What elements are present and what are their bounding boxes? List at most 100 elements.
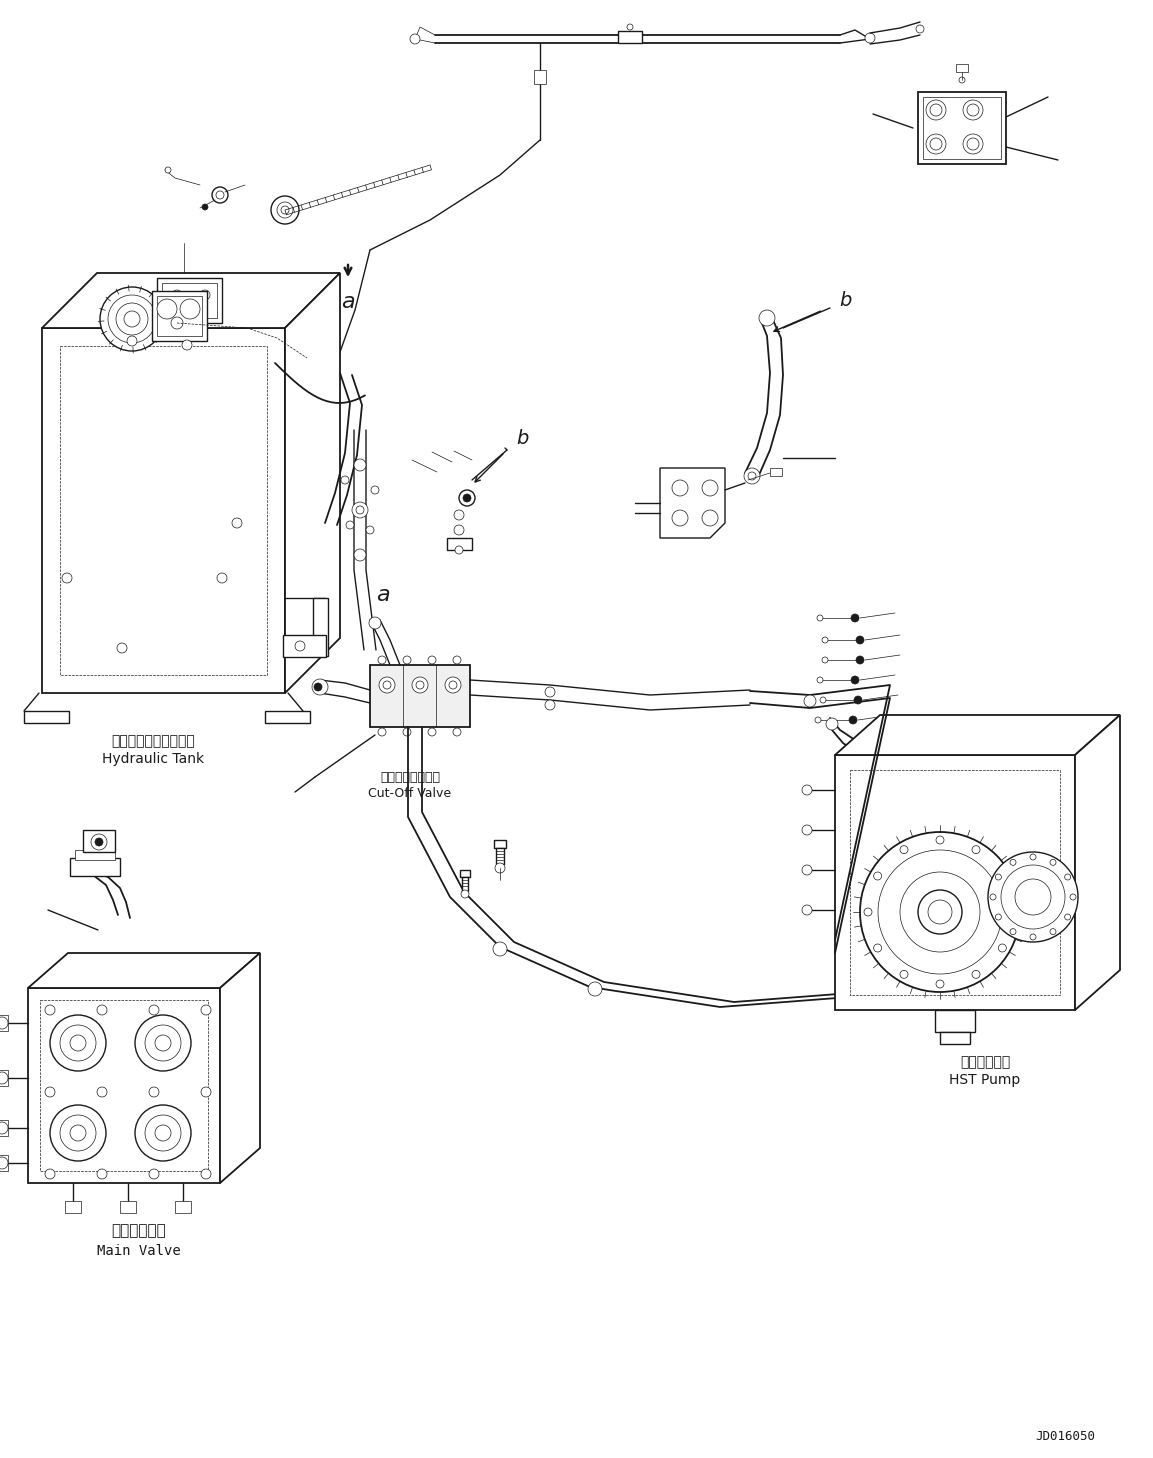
Circle shape bbox=[900, 971, 909, 978]
Bar bbox=[493, 840, 506, 849]
Circle shape bbox=[0, 1123, 8, 1134]
Circle shape bbox=[822, 658, 828, 663]
Circle shape bbox=[127, 335, 137, 346]
Circle shape bbox=[856, 636, 864, 644]
Circle shape bbox=[157, 299, 178, 319]
Circle shape bbox=[1064, 873, 1071, 881]
Circle shape bbox=[936, 835, 944, 844]
Circle shape bbox=[180, 299, 199, 319]
Circle shape bbox=[822, 637, 828, 643]
Circle shape bbox=[201, 1005, 211, 1015]
Circle shape bbox=[410, 34, 420, 44]
Circle shape bbox=[62, 573, 71, 583]
Circle shape bbox=[201, 1088, 211, 1096]
Circle shape bbox=[149, 1169, 159, 1180]
Circle shape bbox=[369, 617, 380, 628]
Bar bbox=[0, 1015, 8, 1031]
Circle shape bbox=[281, 206, 289, 214]
Circle shape bbox=[453, 728, 461, 736]
Text: a: a bbox=[376, 585, 390, 605]
Circle shape bbox=[998, 872, 1007, 881]
Circle shape bbox=[930, 104, 942, 117]
Circle shape bbox=[874, 943, 882, 952]
Text: Cut-Off Valve: Cut-Off Valve bbox=[369, 786, 452, 799]
Circle shape bbox=[802, 905, 812, 916]
Circle shape bbox=[445, 677, 461, 693]
Circle shape bbox=[95, 838, 103, 846]
Circle shape bbox=[45, 1088, 55, 1096]
Circle shape bbox=[702, 510, 718, 526]
Circle shape bbox=[990, 894, 996, 900]
Circle shape bbox=[1030, 854, 1037, 860]
Polygon shape bbox=[835, 714, 1120, 755]
Circle shape bbox=[379, 677, 395, 693]
Circle shape bbox=[972, 846, 980, 853]
Text: Hydraulic Tank: Hydraulic Tank bbox=[101, 752, 204, 765]
Circle shape bbox=[199, 290, 210, 300]
Circle shape bbox=[428, 656, 436, 663]
Bar bbox=[447, 538, 472, 550]
Bar bbox=[65, 1201, 81, 1213]
Circle shape bbox=[50, 1015, 106, 1072]
Circle shape bbox=[849, 716, 857, 725]
Circle shape bbox=[930, 139, 942, 150]
Circle shape bbox=[900, 872, 980, 952]
Circle shape bbox=[182, 340, 193, 350]
Bar bbox=[152, 292, 208, 341]
Bar bbox=[0, 1155, 8, 1171]
Circle shape bbox=[212, 187, 228, 203]
Circle shape bbox=[854, 695, 862, 704]
Polygon shape bbox=[28, 989, 220, 1182]
Circle shape bbox=[702, 480, 718, 496]
Circle shape bbox=[341, 475, 349, 484]
Circle shape bbox=[588, 983, 602, 996]
Circle shape bbox=[856, 656, 864, 663]
Circle shape bbox=[454, 525, 464, 535]
Circle shape bbox=[60, 1115, 96, 1150]
Bar bbox=[265, 712, 310, 723]
Text: HST Pump: HST Pump bbox=[949, 1073, 1020, 1088]
Circle shape bbox=[0, 1072, 8, 1083]
Circle shape bbox=[454, 510, 464, 521]
Circle shape bbox=[97, 1088, 107, 1096]
Circle shape bbox=[97, 1005, 107, 1015]
Circle shape bbox=[60, 1025, 96, 1061]
Circle shape bbox=[216, 191, 224, 198]
Circle shape bbox=[1008, 908, 1016, 916]
Circle shape bbox=[820, 697, 826, 703]
Circle shape bbox=[915, 25, 924, 34]
Circle shape bbox=[149, 1088, 159, 1096]
Circle shape bbox=[371, 486, 379, 494]
Circle shape bbox=[817, 677, 823, 682]
Circle shape bbox=[759, 311, 775, 327]
Circle shape bbox=[172, 290, 182, 300]
Bar bbox=[618, 31, 642, 42]
Circle shape bbox=[70, 1035, 86, 1051]
Circle shape bbox=[70, 1126, 86, 1142]
Circle shape bbox=[366, 526, 374, 534]
Circle shape bbox=[802, 784, 812, 795]
Bar bbox=[157, 278, 223, 324]
Circle shape bbox=[744, 468, 760, 484]
Bar bbox=[924, 98, 1001, 159]
Circle shape bbox=[851, 677, 859, 684]
Bar bbox=[770, 468, 782, 475]
Circle shape bbox=[1030, 935, 1037, 940]
Circle shape bbox=[354, 459, 366, 471]
Circle shape bbox=[1015, 879, 1052, 916]
Circle shape bbox=[1050, 859, 1056, 866]
Circle shape bbox=[453, 656, 461, 663]
Circle shape bbox=[202, 204, 208, 210]
Circle shape bbox=[97, 1169, 107, 1180]
Bar bbox=[460, 870, 470, 878]
Circle shape bbox=[988, 851, 1078, 942]
Bar bbox=[175, 1201, 191, 1213]
Circle shape bbox=[116, 303, 148, 335]
Circle shape bbox=[874, 872, 882, 881]
Bar bbox=[935, 1010, 975, 1032]
Text: メインバルブ: メインバルブ bbox=[112, 1223, 166, 1238]
Polygon shape bbox=[660, 468, 725, 538]
Circle shape bbox=[165, 168, 171, 174]
Polygon shape bbox=[42, 273, 340, 328]
Bar bbox=[0, 1120, 8, 1136]
